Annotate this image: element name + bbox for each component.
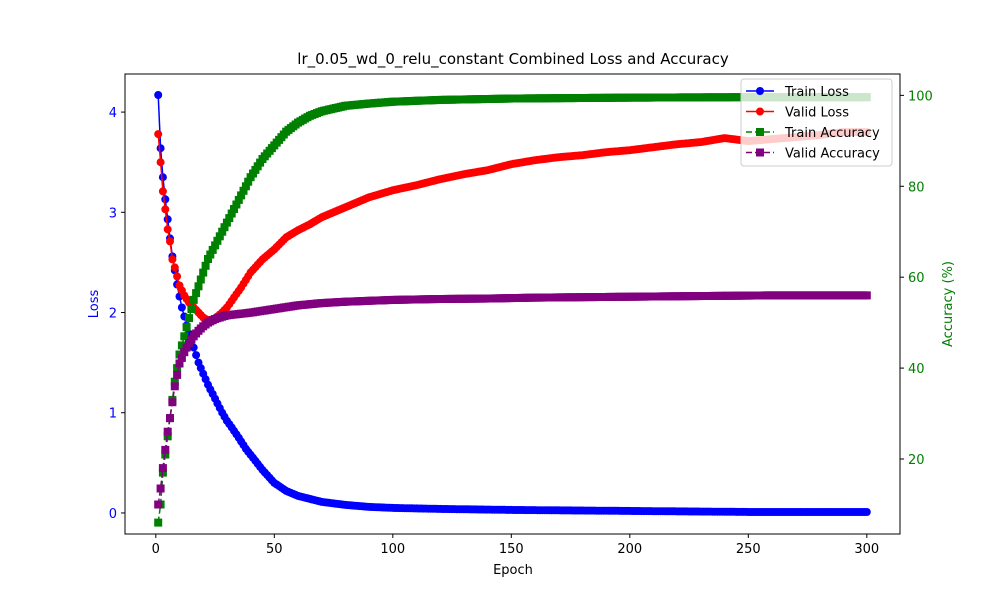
x-axis-label: Epoch [493, 563, 533, 578]
data-point [177, 353, 186, 362]
y-left-tick-label: 4 [109, 106, 117, 121]
data-point [154, 91, 163, 99]
data-point [163, 215, 172, 224]
data-point [161, 445, 170, 454]
data-point [192, 351, 201, 360]
y-left-tick-label: 1 [109, 407, 117, 422]
data-point [862, 291, 871, 300]
data-point [180, 348, 189, 357]
data-point [158, 187, 167, 196]
data-point [168, 255, 177, 264]
data-point [173, 364, 182, 373]
data-point [194, 282, 203, 291]
data-point [237, 191, 246, 200]
data-point [161, 205, 170, 214]
data-point [170, 263, 179, 272]
data-point [173, 370, 182, 379]
y-axis-label-left: Loss [87, 290, 102, 319]
data-point [189, 295, 198, 304]
plot-frame [124, 73, 901, 535]
data-point [208, 245, 217, 254]
data-point [192, 289, 201, 298]
legend-label: Train Accuracy [784, 126, 880, 141]
data-point [175, 359, 184, 368]
legend-box [740, 78, 893, 167]
data-point [230, 205, 238, 213]
data-point [173, 272, 182, 281]
series-valid-accuracy [154, 291, 871, 509]
data-point [168, 398, 177, 407]
x-tick-label: 300 [854, 542, 879, 557]
data-point [163, 427, 172, 436]
plot-area: 0 50 100 150 200 250 300 0 1 2 3 4 20 40 60 80 100 [109, 73, 933, 557]
data-point [158, 464, 167, 473]
data-point [154, 518, 163, 527]
data-point [225, 214, 234, 223]
y-left-tick-label: 0 [109, 507, 117, 522]
x-tick-label: 0 [152, 542, 160, 557]
data-point [163, 225, 172, 234]
data-point [227, 209, 236, 218]
chart-legend: Train Loss Valid Loss Train Accuracy Valid … [740, 78, 893, 167]
data-point [215, 232, 224, 241]
data-point [862, 508, 871, 516]
data-point [177, 341, 186, 350]
data-point [239, 186, 248, 195]
data-point [222, 218, 231, 227]
data-point [220, 223, 229, 232]
data-point [199, 268, 208, 277]
data-point [154, 130, 163, 139]
data-point [234, 195, 243, 204]
data-point [185, 314, 193, 323]
data-point [182, 323, 191, 332]
legend-marker [756, 128, 764, 136]
data-point [187, 305, 196, 313]
series-train-loss [154, 91, 871, 516]
data-point [241, 182, 250, 191]
data-point [177, 303, 186, 312]
data-point [204, 255, 212, 263]
y-right-tick-label: 80 [908, 180, 925, 195]
y-left-tick-label: 2 [109, 307, 117, 322]
chart-title: lr_0.05_wd_0_relu_constant Combined Loss… [297, 50, 729, 69]
data-point [170, 382, 179, 391]
data-point [156, 484, 165, 493]
legend-marker [756, 148, 764, 157]
data-point [218, 227, 227, 236]
data-point [211, 241, 220, 250]
data-point [232, 200, 241, 209]
x-tick-label: 200 [617, 542, 642, 557]
y-right-tick-label: 40 [908, 362, 925, 377]
legend-marker [756, 87, 764, 95]
y-left-tick-label: 3 [109, 206, 117, 221]
data-point [206, 250, 215, 259]
y-right-tick-label: 60 [908, 271, 925, 286]
data-point [182, 343, 191, 352]
y-right-tick-label: 20 [908, 453, 925, 468]
legend-label: Train Loss [784, 85, 849, 100]
data-point [180, 332, 189, 341]
data-point [244, 177, 253, 186]
data-point [154, 500, 163, 509]
y-axis-label-right: Accuracy (%) [941, 261, 956, 347]
legend-label: Valid Accuracy [785, 147, 880, 162]
y-right-tick-label: 100 [908, 89, 933, 104]
data-point [201, 261, 210, 270]
data-point [213, 236, 222, 245]
data-point [170, 377, 179, 386]
x-tick-label: 100 [380, 542, 405, 557]
data-point [196, 275, 205, 284]
data-point [156, 158, 165, 167]
data-point [166, 414, 174, 423]
data-point [161, 195, 170, 204]
legend-label: Valid Loss [785, 106, 849, 121]
data-point [156, 144, 165, 153]
data-point [166, 237, 174, 246]
x-tick-label: 150 [499, 542, 524, 557]
data-point [158, 173, 167, 182]
x-tick-label: 250 [736, 542, 761, 557]
legend-marker [756, 107, 764, 116]
x-tick-label: 50 [266, 542, 283, 557]
